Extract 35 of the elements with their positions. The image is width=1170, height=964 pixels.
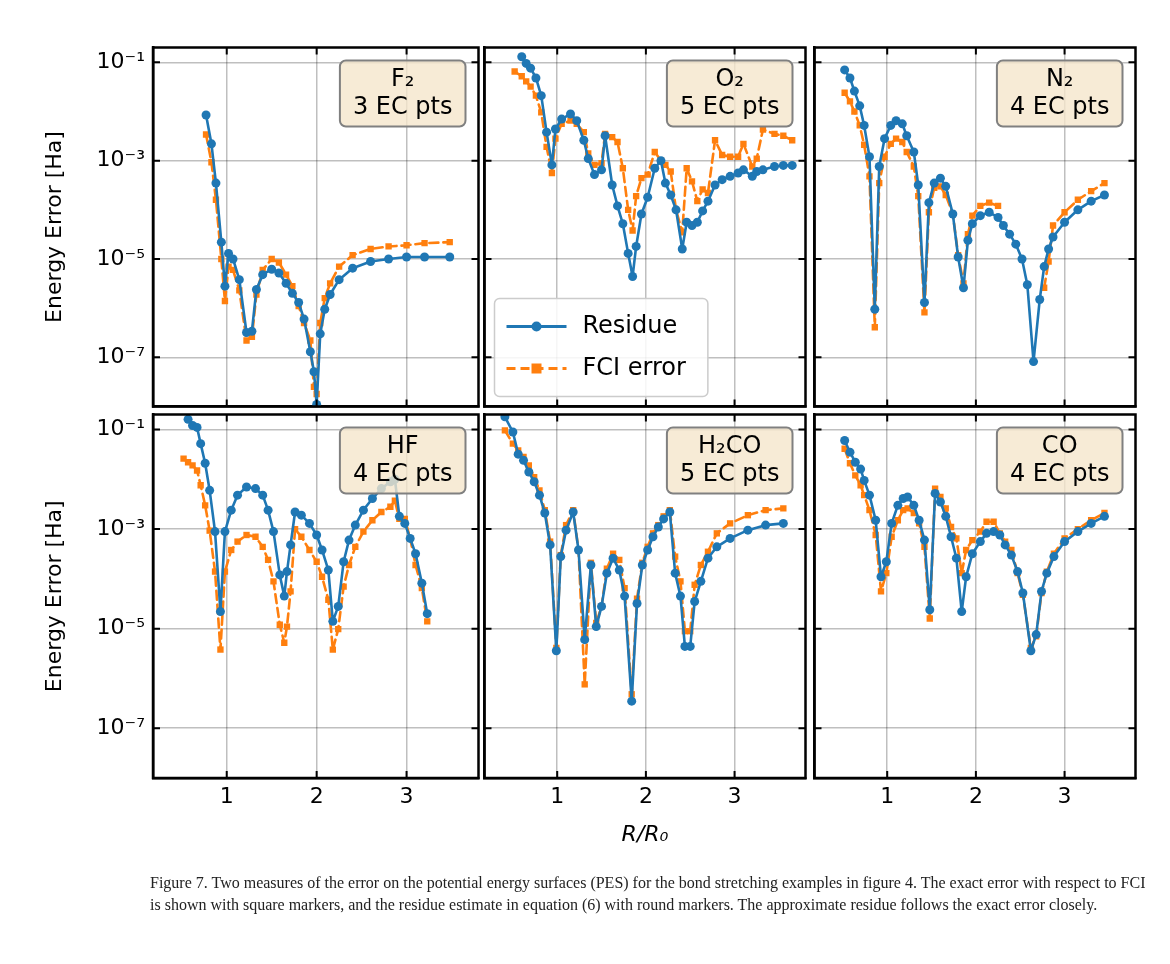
- y-tick-label: 10⁻⁷: [96, 713, 145, 739]
- text: 3 EC pts: [352, 91, 453, 120]
- y-tick-label: 10⁻¹: [96, 48, 145, 74]
- x-tick-label: 3: [1057, 782, 1072, 808]
- text: 5 EC pts: [679, 458, 780, 487]
- y-axis-title: Energy Error [Ha]: [40, 131, 66, 323]
- text: H₂CO: [698, 430, 762, 459]
- y-tick-label: 10⁻⁵: [96, 614, 145, 640]
- legend-label: FCI error: [582, 352, 686, 381]
- y-axis-title: Energy Error [Ha]: [40, 500, 66, 693]
- x-tick-label: 3: [727, 782, 742, 808]
- legend-label: Residue: [582, 310, 678, 339]
- x-tick-label: 1: [219, 782, 234, 808]
- text: 4 EC pts: [1009, 91, 1110, 120]
- x-tick-label: 1: [880, 782, 895, 808]
- x-tick-label: 2: [309, 782, 324, 808]
- text: N₂: [1045, 63, 1074, 92]
- x-tick-label: 3: [399, 782, 414, 808]
- text: 4 EC pts: [352, 458, 453, 487]
- y-tick-label: 10⁻⁷: [96, 343, 145, 369]
- text: 4 EC pts: [1009, 458, 1110, 487]
- text: CO: [1041, 430, 1078, 459]
- x-tick-label: 2: [968, 782, 983, 808]
- x-tick-label: 1: [550, 782, 565, 808]
- text: F₂: [390, 63, 415, 92]
- y-tick-label: 10⁻³: [96, 514, 145, 540]
- caption: Figure 7. Two measures of the error on the potential energy surfaces (PES) for the bond stretching examples in figure 4. The exact error with respect to FCI is shown with square markers, and the residue estimate in equation (6) with round markers. The approximate residue follows the exact error closely.: [150, 873, 1147, 916]
- y-tick-label: 10⁻³: [96, 146, 145, 172]
- x-axis-title: R/R₀: [621, 820, 669, 846]
- text: O₂: [715, 63, 744, 92]
- y-tick-label: 10⁻¹: [96, 415, 145, 441]
- text: HF: [386, 430, 419, 459]
- x-tick-label: 2: [638, 782, 653, 808]
- y-tick-label: 10⁻⁵: [96, 244, 145, 270]
- text: 5 EC pts: [679, 91, 780, 120]
